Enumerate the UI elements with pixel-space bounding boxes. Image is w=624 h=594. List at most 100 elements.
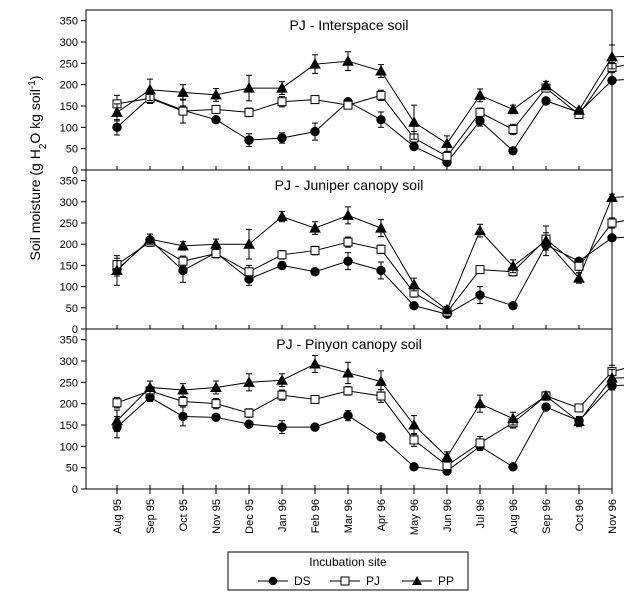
data-point [376,432,386,442]
x-tick-label: Apr 96 [376,499,388,531]
data-point [310,267,320,277]
data-point [508,462,518,472]
data-point [277,390,287,400]
data-point [277,260,287,271]
data-point [343,237,353,247]
data-point [244,135,254,145]
y-tick-label: 0 [72,324,78,336]
data-point [408,116,420,127]
y-tick-label: 350 [60,176,78,188]
legend-label: PJ [366,574,380,588]
y-tick-label: 350 [60,16,78,28]
data-point [211,104,221,114]
data-point [508,124,518,134]
x-tick-label: Jul 96 [475,499,487,528]
data-point [111,414,123,426]
legend-label: PP [438,574,454,588]
data-point [244,408,254,418]
data-point [475,290,485,300]
panel-frame [85,328,613,490]
y-tick-label: 350 [60,335,78,347]
data-point [111,106,123,117]
x-tick-label: Nov 95 [211,499,223,534]
data-point [507,412,519,424]
data-point [243,376,255,387]
y-tick-label: 300 [60,197,78,209]
panel-frame [85,169,613,330]
data-point [475,107,485,117]
data-point [376,90,386,100]
data-point [342,366,354,378]
y-tick-label: 300 [60,356,78,368]
data-point [144,83,156,95]
y-tick-label: 250 [60,377,78,389]
data-point [277,133,287,143]
panel-2: 0 50 100 150 200 250 300 350 PJ - Juniper canopy… [60,169,624,336]
data-point [178,397,188,407]
y-tick-label: 150 [60,420,78,432]
y-tick-label: 250 [60,218,78,230]
data-point [573,104,585,115]
data-point [441,303,453,315]
panel-1: 0 50 100 150 200 250 300 350 PJ - Interspace soi… [60,9,624,177]
y-tick-label: 250 [60,58,78,70]
data-point [606,50,618,62]
data-point [375,222,387,233]
data-point [408,278,420,289]
data-point [507,260,519,271]
legend-entry-pj: PJ [330,574,380,588]
data-point [441,450,453,462]
series-pp [111,191,624,315]
data-point [376,244,386,254]
x-tick-label: May 96 [409,499,421,535]
data-point [408,418,420,430]
x-tick-label: Mar 96 [343,499,355,533]
y-tick-label: 100 [60,282,78,294]
legend-marker [268,576,278,586]
panel-frame [85,9,613,171]
data-point [244,267,254,277]
data-point [211,412,221,423]
x-tick-label: Feb 96 [310,499,322,533]
y-axis-label: Soil moisture (g H2O kg soil-1) [27,76,49,261]
data-point [310,422,320,432]
data-point [210,238,222,249]
data-point [276,210,288,222]
panel-title: PJ - Juniper canopy soil [275,177,424,193]
data-point [310,246,320,256]
y-tick-label: 150 [60,260,78,272]
data-point [342,209,354,220]
data-point [343,386,353,396]
data-point [508,146,518,156]
data-point [310,95,320,105]
legend-title: Incubation site [309,555,387,569]
data-point [144,233,156,244]
data-point [310,394,320,404]
data-point [574,403,584,413]
data-point [243,82,255,93]
data-point [244,419,254,429]
x-tick-label: Nov 96 [607,499,619,534]
y-tick-label: 200 [60,80,78,92]
data-point [540,234,552,246]
data-point [607,218,617,228]
data-point [606,191,618,203]
data-point [244,107,254,117]
data-point [178,265,188,276]
x-tick-label: Jan 96 [277,499,289,532]
y-tick-label: 200 [60,399,78,411]
data-point [144,381,156,392]
x-axis: Aug 95 Sep 95 Oct 95 Nov 95 Dec 95 Jan 96 Feb … [112,489,619,535]
data-point [177,239,189,251]
data-point [375,375,387,386]
data-point [442,461,452,471]
series-ds [112,75,624,168]
y-tick-label: 200 [60,239,78,251]
x-tick-label: Oct 95 [178,499,190,531]
data-point [210,381,222,392]
series-pj [112,217,624,317]
data-point [475,438,485,448]
data-point [409,435,419,445]
y-tick-label: 100 [60,441,78,453]
